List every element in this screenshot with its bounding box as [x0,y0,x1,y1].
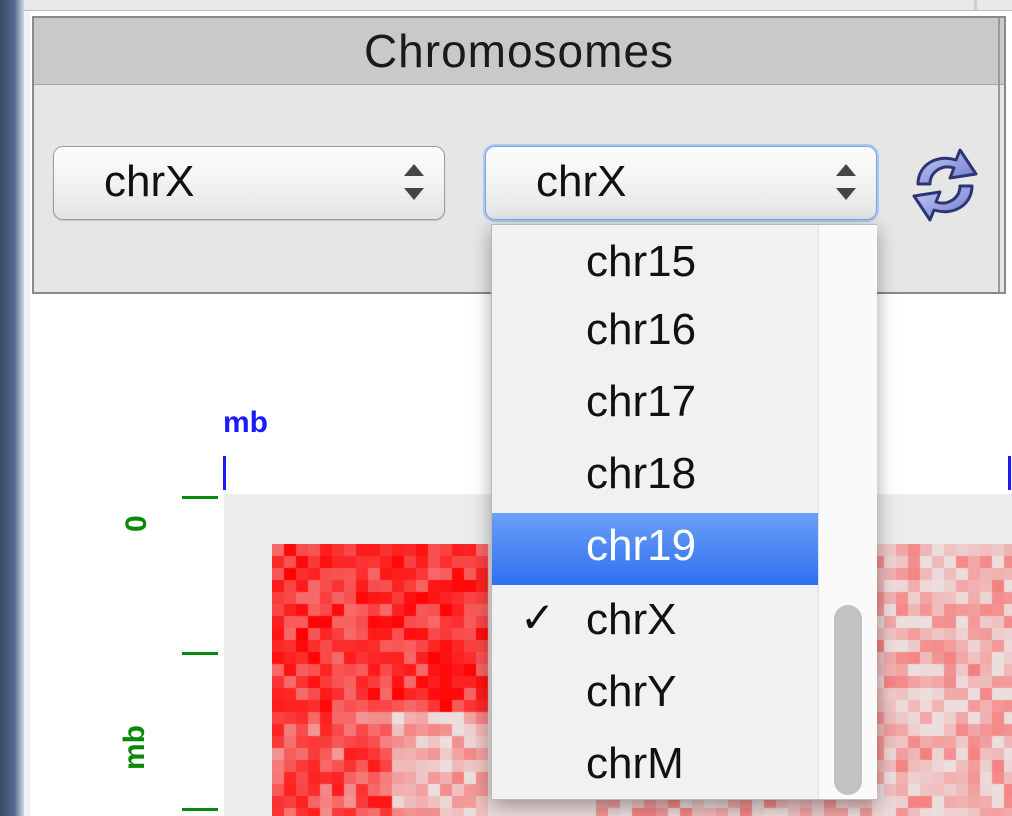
checkmark-icon: ✓ [520,594,556,641]
menu-item-chr18[interactable]: chr18 [492,441,818,513]
top-strip [24,0,1012,11]
top-axis-tick [223,456,226,490]
chromosome-select-x[interactable]: chrX [53,146,445,220]
window-edge-line [24,0,30,816]
menu-item-label: chr17 [586,377,697,426]
left-axis-tick [182,496,218,499]
left-axis-tick [182,808,218,811]
menu-scrollbar-thumb[interactable] [834,605,862,795]
top-axis-label: mb [223,406,268,439]
left-axis-tick [182,652,218,655]
window-edge [0,0,24,816]
chromosome-select-y[interactable]: chrX [485,146,877,220]
menu-item-chrM[interactable]: chrM [492,731,818,803]
menu-item-label: chr15 [586,237,697,286]
menu-item-chr17[interactable]: chr17 [492,369,818,441]
chevron-updown-icon [404,164,424,204]
chromosome-dropdown-menu: chr15 chr16 chr17 chr18 chr19 ✓ chrX chr… [491,224,877,800]
refresh-icon [912,148,978,222]
menu-item-chr16[interactable]: chr16 [492,297,818,369]
top-axis-tick [1008,456,1011,490]
left-axis-zero: 0 [120,515,153,532]
top-divider [974,0,977,10]
panel-title: Chromosomes [34,18,1004,85]
menu-item-chr15[interactable]: chr15 [492,229,818,301]
menu-item-chrX[interactable]: ✓ chrX [492,587,818,659]
menu-item-label: chr18 [586,449,697,498]
menu-item-label: chrM [586,739,684,788]
menu-item-label: chrY [586,667,677,716]
menu-item-chrY[interactable]: chrY [492,659,818,731]
menu-item-label: chr19 [586,521,697,570]
chromosome-select-y-value: chrX [536,157,627,206]
menu-item-chr19[interactable]: chr19 [492,513,818,585]
refresh-button[interactable] [900,140,990,230]
chevron-updown-icon [836,164,856,204]
menu-item-label: chr16 [586,305,697,354]
chromosome-select-x-value: chrX [104,157,195,206]
panel-divider [998,18,1000,292]
left-axis-label: mb [118,725,151,770]
menu-item-label: chrX [586,595,677,644]
